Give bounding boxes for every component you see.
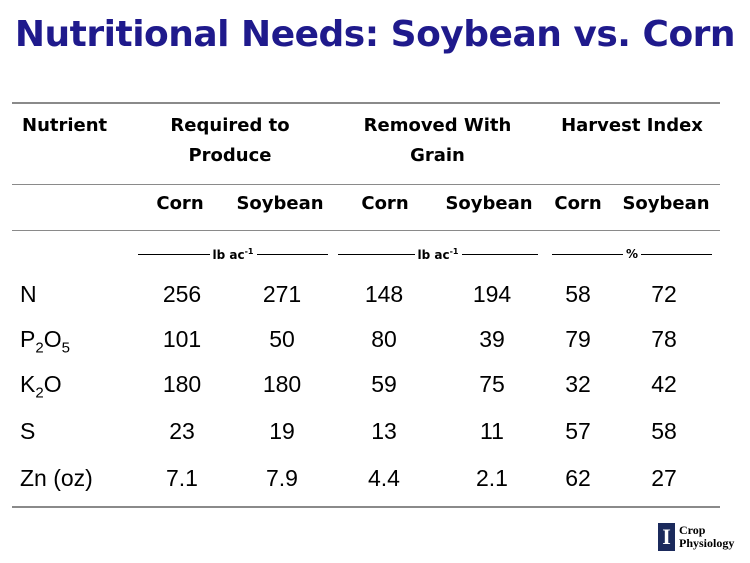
subheader-req-corn: Corn (156, 193, 204, 214)
subheader-req-soybean: Soybean (236, 193, 324, 214)
header-divider-2 (12, 230, 720, 231)
header-required-line1: Required to (170, 115, 290, 136)
table-cell: 58 (651, 418, 677, 444)
table-cell: 78 (651, 326, 677, 352)
header-required-line2: Produce (188, 145, 272, 166)
header-divider-1 (12, 184, 720, 185)
logo-line1: Crop (679, 523, 706, 537)
table-cell: 79 (565, 326, 591, 352)
unit-required: lb ac-1 (138, 244, 329, 264)
table-cell: 72 (651, 281, 677, 307)
logo-mark: I (658, 523, 675, 551)
table-cell: 7.1 (166, 465, 198, 491)
subheader-hi-corn: Corn (554, 193, 602, 214)
header-nutrient: Nutrient (22, 115, 108, 136)
table-cell: 2.1 (476, 465, 508, 491)
subheader-rem-corn: Corn (361, 193, 409, 214)
table-cell: 148 (364, 281, 404, 307)
row-label: N (20, 281, 37, 307)
table-cell: 42 (651, 371, 677, 397)
logo-line2: Physiology (679, 536, 735, 550)
table-cell: 57 (565, 418, 591, 444)
unit-removed: lb ac-1 (338, 244, 539, 264)
header-removed-line2: Grain (410, 145, 465, 166)
row-label: S (20, 418, 36, 444)
table-cell: 75 (479, 371, 505, 397)
table-cell: 194 (472, 281, 512, 307)
table-cell: 13 (371, 418, 397, 444)
header-harvest: Harvest Index (561, 115, 703, 136)
table-cell: 101 (162, 326, 202, 352)
table-cell: 27 (651, 465, 677, 491)
header-removed-line1: Removed With (363, 115, 512, 136)
table-cell: 4.4 (368, 465, 400, 491)
table-cell: 50 (269, 326, 295, 352)
table-cell: 39 (479, 326, 505, 352)
table-cell: 7.9 (266, 465, 298, 491)
row-label: K2O (20, 371, 62, 402)
page-title: Nutritional Needs: Soybean vs. Corn (14, 14, 736, 55)
table-cell: 271 (262, 281, 302, 307)
row-label: Zn (oz) (20, 465, 93, 491)
unit-harvest: % (552, 244, 712, 264)
table-cell: 180 (262, 371, 302, 397)
subheader-rem-soybean: Soybean (445, 193, 533, 214)
table-cell: 58 (565, 281, 591, 307)
row-label: P2O5 (20, 326, 70, 357)
table-cell: 32 (565, 371, 591, 397)
header-removed: Removed With Grain (350, 111, 525, 171)
table-cell: 62 (565, 465, 591, 491)
crop-physiology-logo: I Crop Physiology (658, 523, 734, 551)
table-bottom-rule (12, 506, 720, 508)
header-required: Required to Produce (150, 111, 310, 171)
table-cell: 11 (480, 418, 504, 444)
table-cell: 256 (162, 281, 202, 307)
table-cell: 180 (162, 371, 202, 397)
subheader-hi-soybean: Soybean (622, 193, 710, 214)
table-cell: 19 (269, 418, 295, 444)
table-cell: 80 (371, 326, 397, 352)
table-cell: 23 (169, 418, 195, 444)
table-cell: 59 (371, 371, 397, 397)
table-top-rule (12, 102, 720, 104)
